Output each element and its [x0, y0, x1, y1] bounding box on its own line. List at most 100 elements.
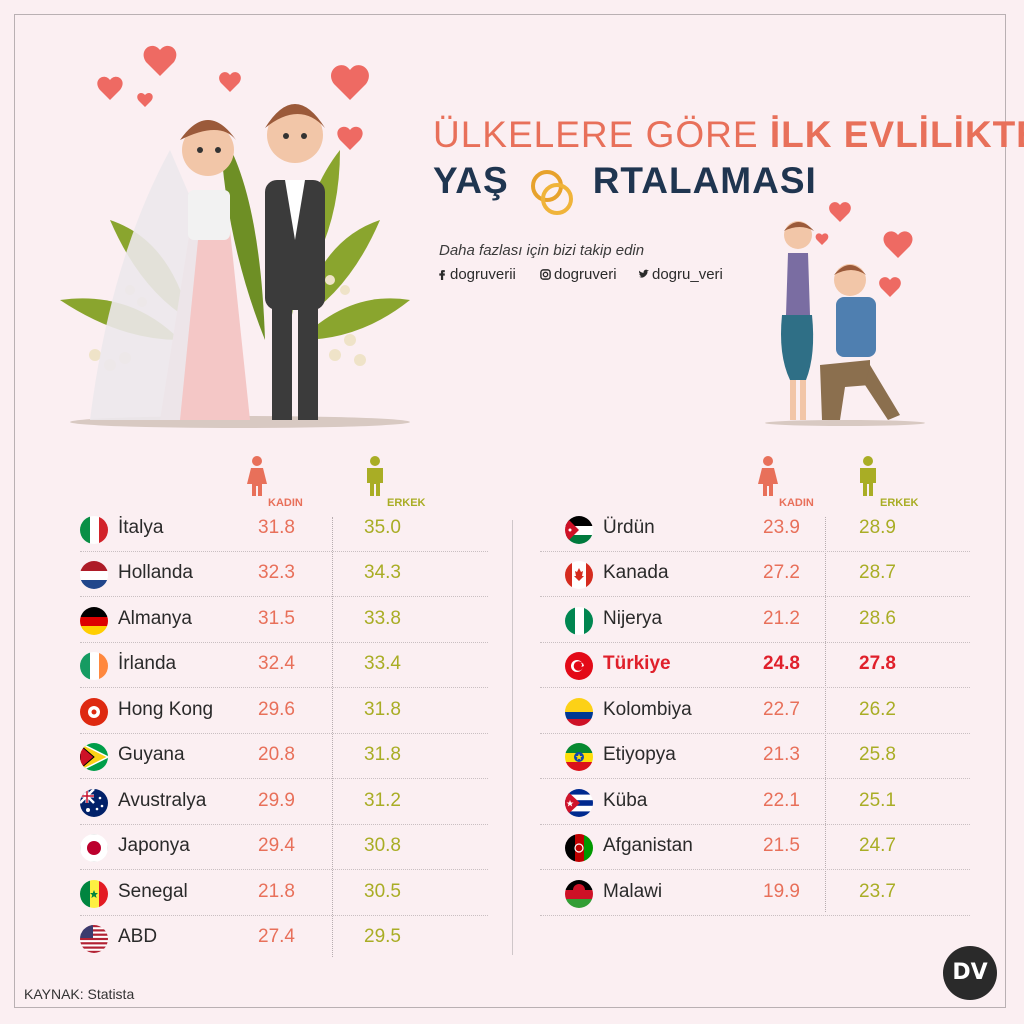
country-name: Guyana — [118, 744, 185, 765]
colombia-flag-icon — [565, 698, 593, 726]
senegal-flag-icon — [80, 880, 108, 908]
female-header-left: KADIN — [268, 497, 303, 509]
male-age: 27.8 — [859, 653, 896, 674]
female-age: 27.4 — [258, 926, 295, 947]
country-name: Senegal — [118, 881, 188, 902]
male-age: 31.2 — [364, 790, 401, 811]
row-separator — [80, 687, 488, 688]
female-age: 31.8 — [258, 517, 295, 538]
male-age: 25.1 — [859, 790, 896, 811]
male-age: 24.7 — [859, 835, 896, 856]
male-age: 28.7 — [859, 562, 896, 583]
country-name: Japonya — [118, 835, 190, 856]
title-line-2: YAŞ RTALAMASI — [433, 160, 817, 201]
female-age: 23.9 — [763, 517, 800, 538]
country-name: Malawi — [603, 881, 663, 902]
female-age: 21.8 — [258, 881, 295, 902]
follow-text: Daha fazlası için bizi takip edin — [439, 242, 645, 259]
male-age: 26.2 — [859, 699, 896, 720]
male-age: 28.6 — [859, 608, 896, 629]
country-name: Hong Kong — [118, 699, 214, 720]
ethiopia-flag-icon — [565, 743, 593, 771]
female-age: 21.5 — [763, 835, 800, 856]
country-name: Almanya — [118, 608, 192, 629]
row-separator — [540, 824, 970, 825]
country-name: Hollanda — [118, 562, 193, 583]
male-age: 31.8 — [364, 699, 401, 720]
source-note: KAYNAK: Statista — [24, 986, 135, 1002]
table-divider — [512, 520, 513, 955]
country-name: İrlanda — [118, 653, 177, 674]
country-name: Avustralya — [118, 790, 207, 811]
female-icon — [758, 456, 778, 496]
instagram-link[interactable]: dogruveri — [540, 266, 617, 283]
female-age: 27.2 — [763, 562, 800, 583]
row-separator — [80, 869, 488, 870]
title-line-1: ÜLKELERE GÖRE İLK EVLİLİKTE — [433, 114, 1024, 155]
male-age: 23.7 — [859, 881, 896, 902]
female-age: 22.1 — [763, 790, 800, 811]
netherlands-flag-icon — [80, 561, 108, 589]
cuba-flag-icon — [565, 789, 593, 817]
male-header-right: ERKEK — [880, 497, 919, 509]
instagram-icon — [540, 269, 551, 280]
male-icon — [860, 456, 876, 496]
row-separator — [80, 596, 488, 597]
male-age: 28.9 — [859, 517, 896, 538]
japan-flag-icon — [80, 834, 108, 862]
row-separator — [540, 733, 970, 734]
hongkong-flag-icon — [80, 698, 108, 726]
afghanistan-flag-icon — [565, 834, 593, 862]
female-age: 19.9 — [763, 881, 800, 902]
country-name: Türkiye — [603, 653, 671, 674]
column-divider-left — [332, 517, 333, 957]
jordan-flag-icon — [565, 516, 593, 544]
female-age: 29.6 — [258, 699, 295, 720]
male-age: 25.8 — [859, 744, 896, 765]
female-age: 29.4 — [258, 835, 295, 856]
male-age: 33.4 — [364, 653, 401, 674]
wedding-rings-icon — [531, 170, 573, 215]
female-icon — [247, 456, 267, 496]
wedding-couple-illustration — [60, 45, 410, 428]
country-name: Afganistan — [603, 835, 693, 856]
twitter-link[interactable]: dogru_veri — [638, 266, 723, 283]
female-header-right: KADIN — [779, 497, 814, 509]
country-name: Kolombiya — [603, 699, 692, 720]
female-age: 32.4 — [258, 653, 295, 674]
canada-flag-icon — [565, 561, 593, 589]
country-name: İtalya — [118, 517, 164, 538]
row-separator — [540, 596, 970, 597]
male-age: 29.5 — [364, 926, 401, 947]
usa-flag-icon — [80, 925, 108, 953]
malawi-flag-icon — [565, 880, 593, 908]
proposal-couple-illustration — [765, 202, 925, 426]
row-separator — [80, 824, 488, 825]
row-separator — [80, 551, 488, 552]
male-age: 30.5 — [364, 881, 401, 902]
turkey-flag-icon — [565, 652, 593, 680]
country-name: Küba — [603, 790, 648, 811]
female-age: 22.7 — [763, 699, 800, 720]
facebook-link[interactable]: dogruverii — [436, 266, 516, 283]
australia-flag-icon — [80, 789, 108, 817]
female-age: 21.2 — [763, 608, 800, 629]
female-age: 20.8 — [258, 744, 295, 765]
row-separator — [80, 642, 488, 643]
row-separator — [540, 687, 970, 688]
column-divider-right — [825, 517, 826, 912]
row-separator — [540, 915, 970, 916]
dogruveri-logo: DV — [943, 946, 997, 1000]
female-age: 29.9 — [258, 790, 295, 811]
country-name: Nijerya — [603, 608, 663, 629]
ireland-flag-icon — [80, 652, 108, 680]
country-name: Kanada — [603, 562, 669, 583]
row-separator — [80, 733, 488, 734]
row-separator — [80, 778, 488, 779]
male-age: 34.3 — [364, 562, 401, 583]
italy-flag-icon — [80, 516, 108, 544]
row-separator — [540, 869, 970, 870]
country-name: Etiyopya — [603, 744, 676, 765]
row-separator — [540, 778, 970, 779]
female-age: 24.8 — [763, 653, 800, 674]
